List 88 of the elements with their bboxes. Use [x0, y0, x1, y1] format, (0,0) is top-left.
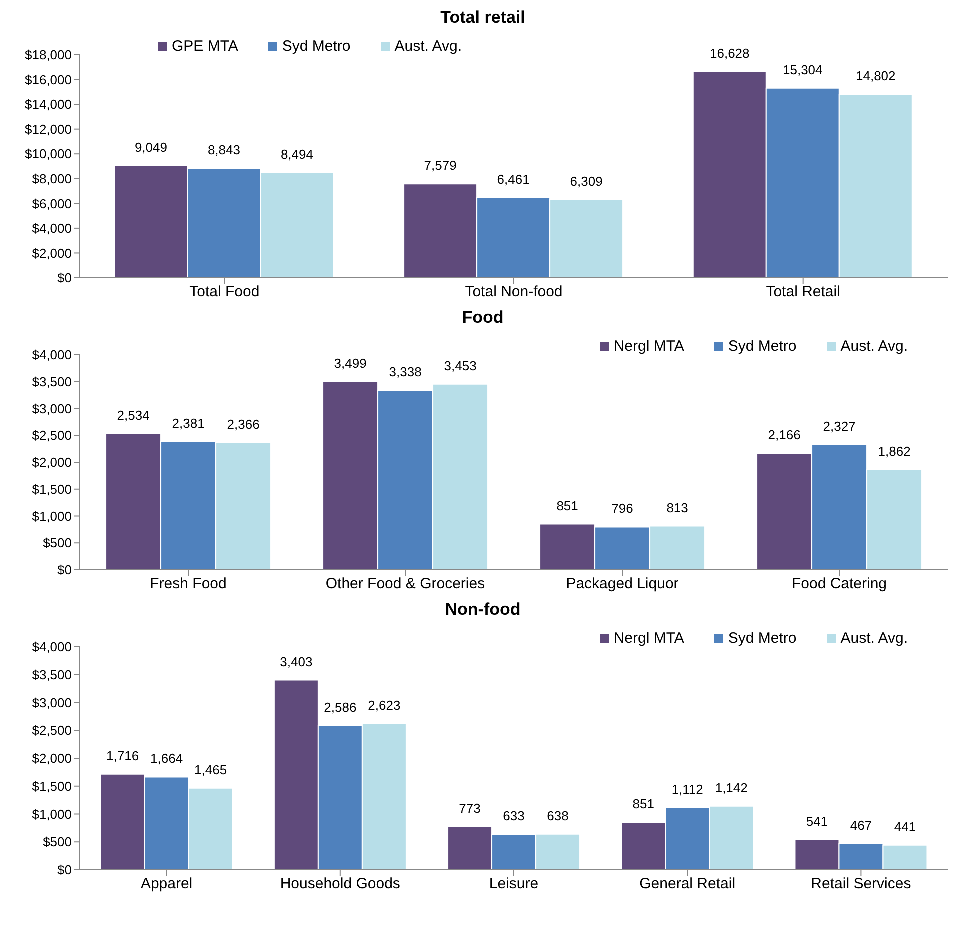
legend-label: Aust. Avg.: [394, 38, 462, 55]
y-tick-label: $4,000: [32, 640, 72, 655]
x-tick-label: General Retail: [640, 876, 736, 893]
data-label: 1,664: [150, 751, 184, 766]
data-label: 467: [850, 818, 872, 833]
y-tick-label: $8,000: [32, 172, 72, 187]
data-label: 1,716: [106, 748, 140, 764]
data-label: 3,453: [444, 358, 477, 374]
data-label: 6,309: [570, 174, 603, 189]
y-tick-label: $14,000: [25, 97, 72, 112]
data-label: 2,166: [768, 428, 801, 443]
y-tick-label: $3,000: [32, 695, 72, 710]
legend-label: Aust. Avg.: [840, 630, 908, 647]
y-tick-label: $500: [43, 834, 72, 850]
data-label: 3,499: [334, 356, 367, 371]
y-tick-label: $0: [58, 562, 72, 578]
chart-title: Non-food: [444, 600, 522, 620]
y-tick-label: $3,500: [32, 667, 72, 682]
data-label: 1,862: [878, 444, 911, 459]
legend-label: Aust. Avg.: [840, 338, 908, 355]
chart-title: Total retail: [440, 8, 526, 28]
data-label: 773: [459, 800, 481, 816]
data-label: 813: [666, 500, 688, 516]
data-label: 851: [632, 796, 654, 812]
legend-label: Nergl MTA: [614, 338, 684, 355]
data-label: 6,461: [497, 172, 530, 187]
y-tick-label: $18,000: [25, 48, 72, 63]
x-tick-label: Retail Services: [811, 876, 912, 893]
y-tick-label: $12,000: [25, 122, 72, 137]
x-tick-label: Leisure: [489, 876, 539, 893]
legend-label: GPE MTA: [172, 38, 238, 55]
x-tick-label: Apparel: [140, 876, 193, 893]
data-label: 541: [806, 814, 828, 829]
y-tick-label: $2,000: [32, 751, 72, 766]
x-tick-label: Fresh Food: [150, 576, 227, 593]
x-tick-label: Total Food: [190, 284, 260, 301]
data-label: 2,381: [172, 416, 205, 432]
y-tick-label: $1,000: [32, 508, 72, 524]
data-label: 7,579: [424, 158, 457, 174]
data-label: 796: [612, 501, 634, 516]
y-tick-label: $4,000: [32, 348, 72, 363]
y-tick-label: $1,500: [32, 482, 72, 497]
y-tick-label: $0: [58, 862, 72, 878]
data-label: 2,586: [324, 700, 357, 715]
y-tick-label: $1,000: [32, 806, 72, 822]
y-tick-label: $1,500: [32, 778, 72, 794]
legend-label: Nergl MTA: [614, 630, 684, 647]
data-label: 2,366: [227, 416, 260, 432]
y-tick-label: $2,500: [32, 723, 72, 738]
y-tick-label: $6,000: [32, 196, 72, 212]
data-label: 16,628: [710, 46, 750, 61]
chart-title: Food: [461, 308, 505, 328]
x-tick-label: Household Goods: [280, 876, 400, 893]
data-label: 441: [894, 819, 916, 834]
y-tick-label: $2,500: [32, 428, 72, 444]
data-label: 2,534: [117, 408, 150, 423]
y-tick-label: $4,000: [32, 221, 72, 236]
data-label: 633: [503, 808, 525, 824]
data-label: 1,142: [715, 780, 748, 796]
y-tick-label: $0: [58, 270, 72, 286]
legend-label: Syd Metro: [282, 38, 351, 55]
data-label: 851: [556, 498, 578, 514]
y-tick-label: $2,000: [32, 455, 72, 470]
legend-label: Syd Metro: [728, 338, 797, 355]
data-label: 1,465: [194, 762, 228, 778]
y-tick-label: $3,000: [32, 401, 72, 416]
data-label: 2,327: [823, 418, 856, 434]
y-tick-label: $500: [43, 536, 72, 551]
y-tick-label: $3,500: [32, 374, 72, 390]
data-label: 3,338: [389, 364, 422, 380]
legend-label: Syd Metro: [728, 630, 797, 647]
x-tick-label: Food Catering: [792, 576, 888, 593]
data-label: 3,403: [280, 654, 313, 670]
y-tick-label: $2,000: [32, 246, 72, 261]
y-tick-label: $16,000: [25, 72, 72, 88]
data-label: 8,494: [280, 146, 314, 162]
y-tick-label: $10,000: [25, 146, 72, 162]
data-label: 14,802: [856, 68, 896, 84]
x-tick-label: Packaged Liquor: [566, 576, 679, 593]
x-tick-label: Total Retail: [766, 284, 840, 301]
data-label: 8,843: [208, 142, 240, 158]
x-tick-label: Total Non-food: [465, 284, 563, 301]
data-label: 15,304: [783, 62, 823, 78]
data-label: 2,623: [368, 698, 401, 713]
data-label: 9,049: [134, 140, 168, 155]
data-label: 1,112: [672, 782, 704, 798]
x-tick-label: Other Food & Groceries: [326, 576, 486, 593]
data-label: 638: [547, 808, 569, 824]
